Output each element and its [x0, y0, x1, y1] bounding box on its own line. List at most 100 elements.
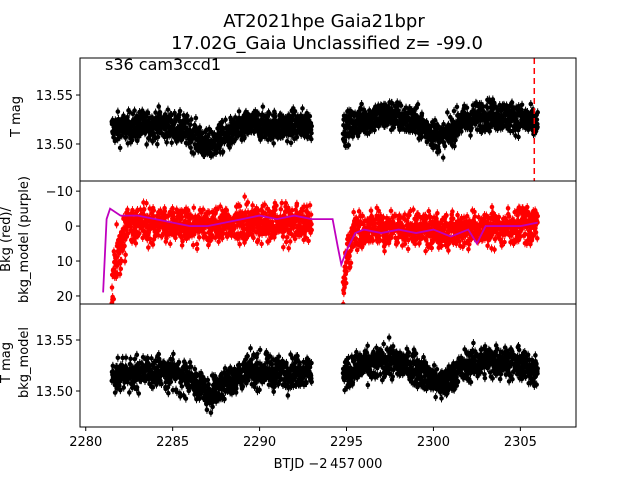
- data-point: [206, 132, 211, 138]
- y-axis-label: T mag: [9, 96, 24, 138]
- data-point: [122, 243, 127, 249]
- data-point: [185, 208, 191, 213]
- data-point: [194, 241, 200, 247]
- data-point: [171, 210, 176, 216]
- data-point: [164, 140, 169, 145]
- data-point: [117, 251, 122, 256]
- data-point: [111, 296, 116, 302]
- data-point: [118, 266, 124, 272]
- data-point: [459, 129, 464, 134]
- data-point: [220, 149, 226, 154]
- data-point: [309, 130, 314, 136]
- data-point: [137, 231, 142, 236]
- data-point: [125, 231, 131, 236]
- data-point: [307, 113, 313, 119]
- data-point: [155, 134, 161, 140]
- data-point: [269, 136, 275, 141]
- data-point: [200, 207, 206, 212]
- data-point: [398, 103, 404, 108]
- data-point: [454, 104, 460, 110]
- data-point: [284, 138, 290, 144]
- data-point: [144, 200, 149, 206]
- data-point: [206, 242, 211, 248]
- data-point: [217, 204, 223, 209]
- data-point: [445, 110, 450, 115]
- data-point: [173, 235, 178, 241]
- data-point: [132, 108, 137, 113]
- data-point: [346, 134, 352, 139]
- data-point: [144, 142, 149, 147]
- data-point: [451, 108, 457, 114]
- data-point: [150, 242, 156, 247]
- data-point: [157, 109, 163, 115]
- data-point: [384, 122, 390, 128]
- data-point: [145, 110, 151, 115]
- data-point: [464, 105, 470, 110]
- data-point: [167, 241, 173, 247]
- data-point: [469, 125, 474, 131]
- data-point: [300, 106, 305, 111]
- data-point: [177, 108, 183, 114]
- data-point: [509, 100, 515, 105]
- data-point: [141, 206, 147, 212]
- data-points: [102, 192, 540, 304]
- data-point: [122, 259, 128, 264]
- data-point: [419, 134, 424, 140]
- data-point: [146, 245, 151, 250]
- data-point: [165, 107, 171, 112]
- data-point: [160, 131, 165, 136]
- data-point: [436, 149, 442, 154]
- data-point: [435, 123, 441, 129]
- data-point: [215, 206, 220, 212]
- data-point: [114, 222, 119, 227]
- chart-title-line1: AT2021hpe Gaia21bpr: [223, 11, 425, 32]
- data-point: [288, 140, 294, 146]
- data-point: [346, 142, 351, 148]
- data-point: [190, 242, 196, 248]
- data-point: [162, 112, 168, 117]
- data-point: [213, 211, 218, 216]
- data-point: [117, 145, 123, 151]
- data-point: [150, 139, 156, 144]
- data-point: [271, 141, 277, 146]
- data-point: [415, 102, 421, 107]
- data-points: [109, 95, 540, 162]
- data-point: [516, 134, 521, 140]
- data-point: [419, 111, 425, 116]
- data-point: [146, 231, 151, 236]
- data-point: [432, 117, 438, 123]
- chart-title-line2: 17.02G_Gaia Unclassified z= -99.0: [171, 33, 483, 54]
- data-point: [117, 271, 123, 277]
- y-tick-label: 13.55: [36, 89, 73, 104]
- data-point: [151, 213, 156, 219]
- data-point: [123, 134, 129, 140]
- data-point: [453, 137, 458, 143]
- data-point: [236, 109, 242, 114]
- data-point: [162, 208, 168, 214]
- data-point: [207, 238, 213, 244]
- data-point: [129, 137, 135, 143]
- data-point: [179, 214, 185, 220]
- data-point: [216, 239, 221, 245]
- data-point: [109, 285, 115, 290]
- data-point: [123, 252, 128, 257]
- data-point: [468, 133, 473, 138]
- data-point: [187, 122, 193, 128]
- panel-flux: 13.50 13.55 T mag: [9, 57, 577, 182]
- data-point: [185, 113, 190, 119]
- data-point: [412, 111, 417, 117]
- data-point: [507, 123, 513, 128]
- y-tick-label: 13.50: [36, 138, 73, 153]
- data-point: [130, 207, 135, 213]
- data-point: [115, 109, 121, 114]
- data-point: [372, 127, 377, 133]
- data-point: [389, 100, 395, 106]
- data-point: [292, 108, 298, 114]
- data-point: [179, 243, 185, 248]
- data-point: [196, 235, 202, 240]
- data-point: [534, 117, 540, 122]
- data-point: [242, 135, 247, 140]
- data-point: [440, 155, 446, 160]
